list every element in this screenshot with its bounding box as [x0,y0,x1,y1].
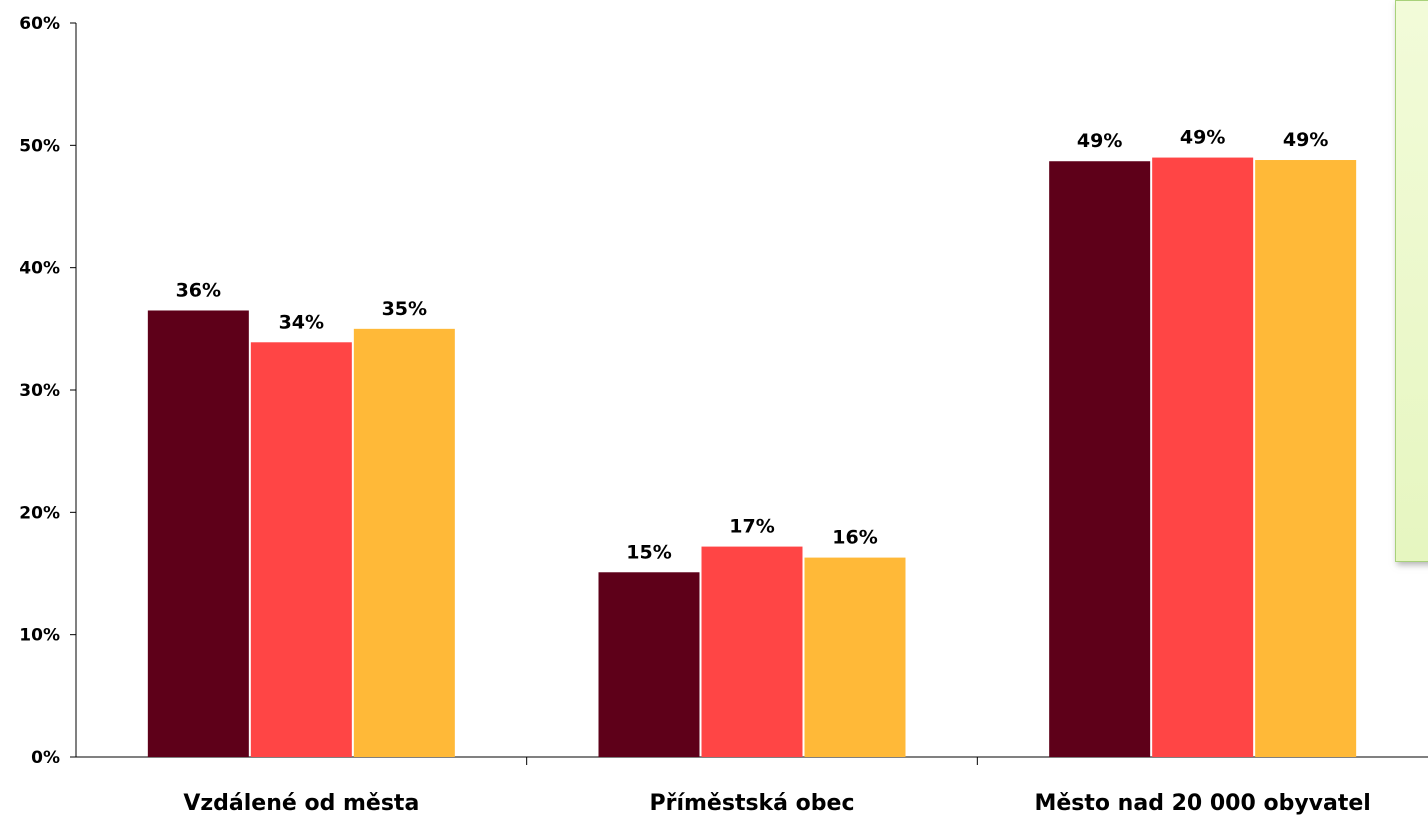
data-label: 17% [729,516,774,538]
y-tick-label: 30% [19,381,60,401]
bar [701,546,803,757]
bar [804,557,906,757]
bar [250,342,352,757]
y-tick-label: 10% [19,626,60,646]
data-label: 16% [832,527,877,549]
y-tick-label: 60% [19,14,60,34]
category-label: Město nad 20 000 obyvatel [1034,791,1370,816]
category-label: Vzdálené od města [183,791,419,816]
bar [598,572,700,757]
bar [1049,161,1151,757]
y-tick-label: 20% [19,503,60,523]
data-label: 35% [382,298,427,320]
y-tick-label: 40% [19,259,60,279]
bar [353,328,455,757]
y-tick-label: 0% [31,748,60,768]
data-label: 49% [1283,129,1328,151]
category-label: Příměstská obec [649,791,854,816]
data-label: 49% [1077,130,1122,152]
y-tick-label: 50% [19,136,60,156]
data-label: 15% [626,541,671,563]
legend-panel [1395,0,1428,562]
data-label: 36% [176,279,221,301]
bar [1255,160,1357,758]
data-label: 49% [1180,127,1225,149]
data-label: 34% [279,311,324,333]
bar [147,310,249,757]
bar [1152,157,1254,758]
